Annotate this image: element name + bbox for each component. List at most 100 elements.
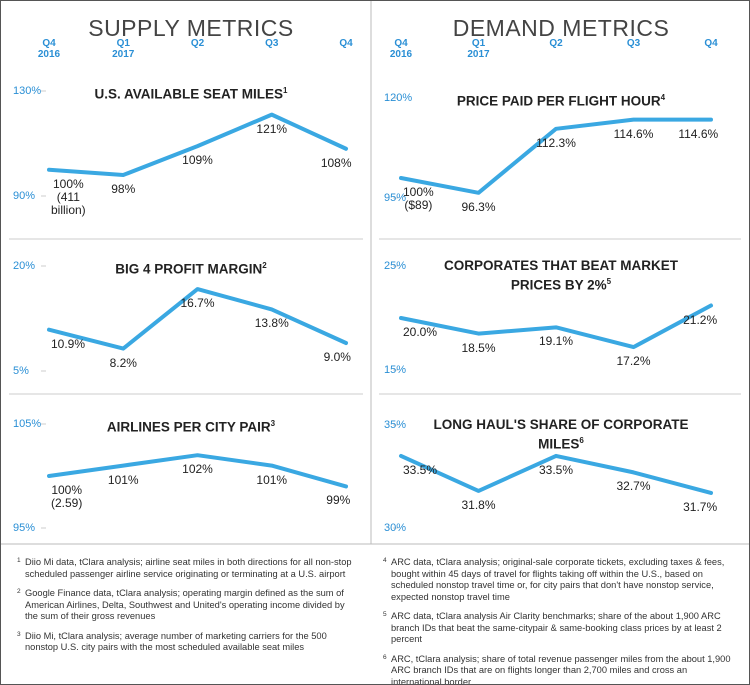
footnote-text: Google Finance data, tClara analysis; op… [25, 588, 345, 621]
data-label: 96.3% [461, 199, 496, 214]
chart-title: LONG HAUL'S SHARE OF CORPORATE MILES6 [431, 417, 691, 453]
footnote-marker: 2 [17, 588, 21, 595]
data-label: 102% [182, 462, 213, 477]
chart-title: CORPORATES THAT BEAT MARKET PRICES BY 2%… [431, 258, 691, 294]
y-tick-label: 105% [13, 418, 42, 430]
y-tick-label: 95% [384, 192, 407, 204]
footnote: 4 ARC data, tClara analysis; original-sal… [383, 557, 735, 603]
footnote-ref: 2 [262, 261, 267, 270]
footnote-text: ARC data, tClara analysis; original-sale… [391, 557, 725, 602]
footnote: 6 ARC, tClara analysis; share of total re… [383, 654, 735, 685]
x-tick-label: Q3 [265, 38, 279, 49]
data-label: 17.2% [616, 354, 651, 369]
data-label: 112.3% [536, 135, 576, 150]
data-label: 9.0% [323, 350, 351, 364]
footnote-marker: 1 [17, 557, 21, 564]
data-label: 18.5% [461, 340, 496, 355]
data-label: 32.7% [616, 479, 651, 494]
footnote-text: ARC data, tClara analysis Air Clarity be… [391, 611, 722, 644]
footnote-ref: 5 [606, 277, 612, 286]
footnote: 5 ARC data, tClara analysis Air Clarity b… [383, 611, 735, 646]
x-tick-label: Q2 [549, 38, 563, 49]
footnote-marker: 4 [383, 557, 387, 564]
data-line [399, 303, 713, 350]
y-tick-label: 25% [384, 260, 407, 272]
data-label: 121% [256, 121, 288, 136]
chart-title-text: CORPORATES THAT BEAT MARKET PRICES BY 2% [444, 258, 678, 293]
footnote-text: Diio Mi data, tClara analysis; airline s… [25, 557, 352, 579]
footnotes: 4 ARC data, tClara analysis; original-sal… [383, 557, 735, 685]
footnote-ref: 3 [270, 419, 276, 428]
x-tick-label: Q4 [704, 38, 718, 49]
footnote-ref: 4 [660, 93, 666, 102]
data-label: 100% (2.59) [51, 483, 83, 510]
x-tick-label: Q4 2016 [389, 38, 413, 60]
data-label: 100% ($89) [403, 185, 434, 212]
data-label: 13.8% [254, 316, 289, 331]
chart-title-text: PRICE PAID PER FLIGHT HOUR [456, 93, 661, 109]
footnote-ref: 1 [283, 86, 288, 95]
data-line [47, 453, 348, 489]
data-label: 114.6% [613, 126, 654, 141]
y-tick-label: 130% [13, 85, 42, 97]
chart-title: PRICE PAID PER FLIGHT HOUR4 [431, 90, 691, 110]
footnote-text: Diio Mi, tClara analysis; average number… [25, 630, 327, 653]
data-label: 10.9% [51, 336, 86, 351]
data-line [399, 117, 713, 195]
footnote-marker: 6 [383, 653, 387, 661]
column-header: SUPPLY METRICS [88, 15, 294, 41]
data-label: 21.2% [683, 312, 718, 327]
data-line [399, 453, 713, 495]
data-label: 8.2% [109, 355, 137, 370]
x-tick-label: Q3 [626, 38, 641, 49]
data-label: 100% (411 billion) [51, 176, 86, 217]
footnote: 1 Diio Mi data, tClara analysis; airline … [17, 557, 355, 580]
chart-title-text: LONG HAUL'S SHARE OF CORPORATE MILES [433, 417, 689, 452]
data-label: 108% [320, 155, 352, 170]
chart-title: BIG 4 PROFIT MARGIN2 [61, 258, 321, 278]
chart-title: AIRLINES PER CITY PAIR3 [61, 416, 321, 436]
x-tick-label: Q1 2017 [112, 38, 135, 60]
y-tick-label: 30% [384, 522, 407, 534]
y-tick-label: 120% [384, 92, 413, 104]
data-label: 19.1% [538, 334, 574, 349]
y-tick-label: 15% [384, 364, 407, 376]
footnote-ref: 6 [579, 436, 584, 445]
data-line [47, 112, 348, 177]
data-label: 31.7% [683, 499, 718, 514]
footnote: 2 Google Finance data, tClara analysis; o… [17, 588, 355, 623]
data-label: 98% [111, 182, 136, 196]
x-tick-label: Q1 2017 [467, 38, 490, 60]
column-header: DEMAND METRICS [452, 15, 670, 41]
chart-title-text: BIG 4 PROFIT MARGIN [115, 261, 263, 277]
data-line [47, 287, 348, 351]
y-tick-label: 5% [13, 365, 29, 377]
data-label: 99% [326, 493, 351, 508]
data-label: 33.5% [403, 462, 438, 477]
chart-title-text: AIRLINES PER CITY PAIR [106, 419, 271, 435]
y-tick-label: 35% [384, 419, 407, 431]
y-tick-label: 90% [13, 190, 36, 202]
data-label: 16.7% [180, 296, 215, 311]
data-label: 114.6% [678, 126, 719, 141]
footnote-marker: 5 [383, 611, 387, 618]
y-tick-label: 95% [13, 522, 36, 534]
data-label: 101% [107, 472, 139, 487]
chart-title: U.S. AVAILABLE SEAT MILES1 [61, 83, 321, 103]
data-label: 109% [182, 153, 213, 168]
footnote-text: ARC, tClara analysis; share of total rev… [391, 653, 731, 685]
data-label: 101% [256, 472, 288, 487]
chart-title-text: U.S. AVAILABLE SEAT MILES [94, 86, 284, 102]
y-tick-label: 20% [13, 260, 36, 272]
data-label: 33.5% [538, 462, 574, 477]
footnote: 3 Diio Mi, tClara analysis; average numbe… [17, 631, 355, 654]
x-tick-label: Q2 [190, 38, 205, 49]
data-label: 31.8% [461, 497, 496, 512]
footnote-marker: 3 [17, 630, 21, 638]
data-label: 20.0% [403, 325, 438, 339]
x-tick-label: Q4 2016 [37, 38, 61, 60]
x-tick-label: Q4 [339, 38, 353, 49]
footnotes: 1 Diio Mi data, tClara analysis; airline … [17, 557, 355, 662]
